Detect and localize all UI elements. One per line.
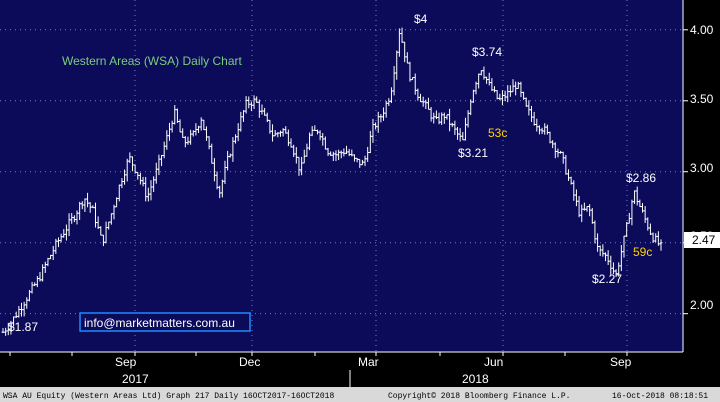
price-bars xyxy=(1,27,663,336)
y-tick-label: 3.50 xyxy=(690,92,714,106)
email-link[interactable]: info@marketmatters.com.au xyxy=(84,316,235,330)
footer-left: WSA AU Equity (Western Areas Ltd) Graph … xyxy=(3,392,334,401)
footer-right: 16-Oct-2018 08:18:51 xyxy=(612,392,708,401)
y-tick-label: 4.00 xyxy=(690,23,714,37)
annotation-move-53c: 53c xyxy=(488,126,507,140)
x-year-label: 2017 xyxy=(122,372,149,386)
annotation-high-374: $3.74 xyxy=(472,45,502,59)
x-tick-label: Jun xyxy=(484,355,503,369)
x-axis-panel xyxy=(0,352,683,387)
y-tick-label: 2.00 xyxy=(690,298,714,312)
chart-title: Western Areas (WSA) Daily Chart xyxy=(62,54,242,68)
annotation-low-321: $3.21 xyxy=(458,146,488,160)
grid xyxy=(0,0,683,352)
email-box[interactable] xyxy=(79,312,251,332)
last-price-label: 2.47 xyxy=(692,233,716,247)
y-axis-panel xyxy=(683,0,720,352)
x-year-label: 2018 xyxy=(462,372,489,386)
annotation-low-187: $1.87 xyxy=(8,320,38,334)
annotation-move-59c: 59c xyxy=(633,245,652,259)
footer-center: Copyright© 2018 Bloomberg Finance L.P. xyxy=(388,392,570,401)
plot-area xyxy=(0,0,683,352)
annotation-high-286: $2.86 xyxy=(626,171,656,185)
x-tick-label: Dec xyxy=(239,355,260,369)
ohlc-bar xyxy=(659,239,663,251)
last-price-marker xyxy=(684,232,720,248)
footer-bar xyxy=(0,387,720,402)
x-tick-label: Sep xyxy=(115,355,137,369)
x-tick-marks xyxy=(9,352,628,387)
x-tick-label: Sep xyxy=(610,355,632,369)
annotation-low-227: $2.27 xyxy=(592,272,622,286)
y-tick-label: 3.00 xyxy=(690,161,714,175)
annotation-high-4: $4 xyxy=(414,12,428,26)
x-tick-label: Mar xyxy=(358,355,379,369)
